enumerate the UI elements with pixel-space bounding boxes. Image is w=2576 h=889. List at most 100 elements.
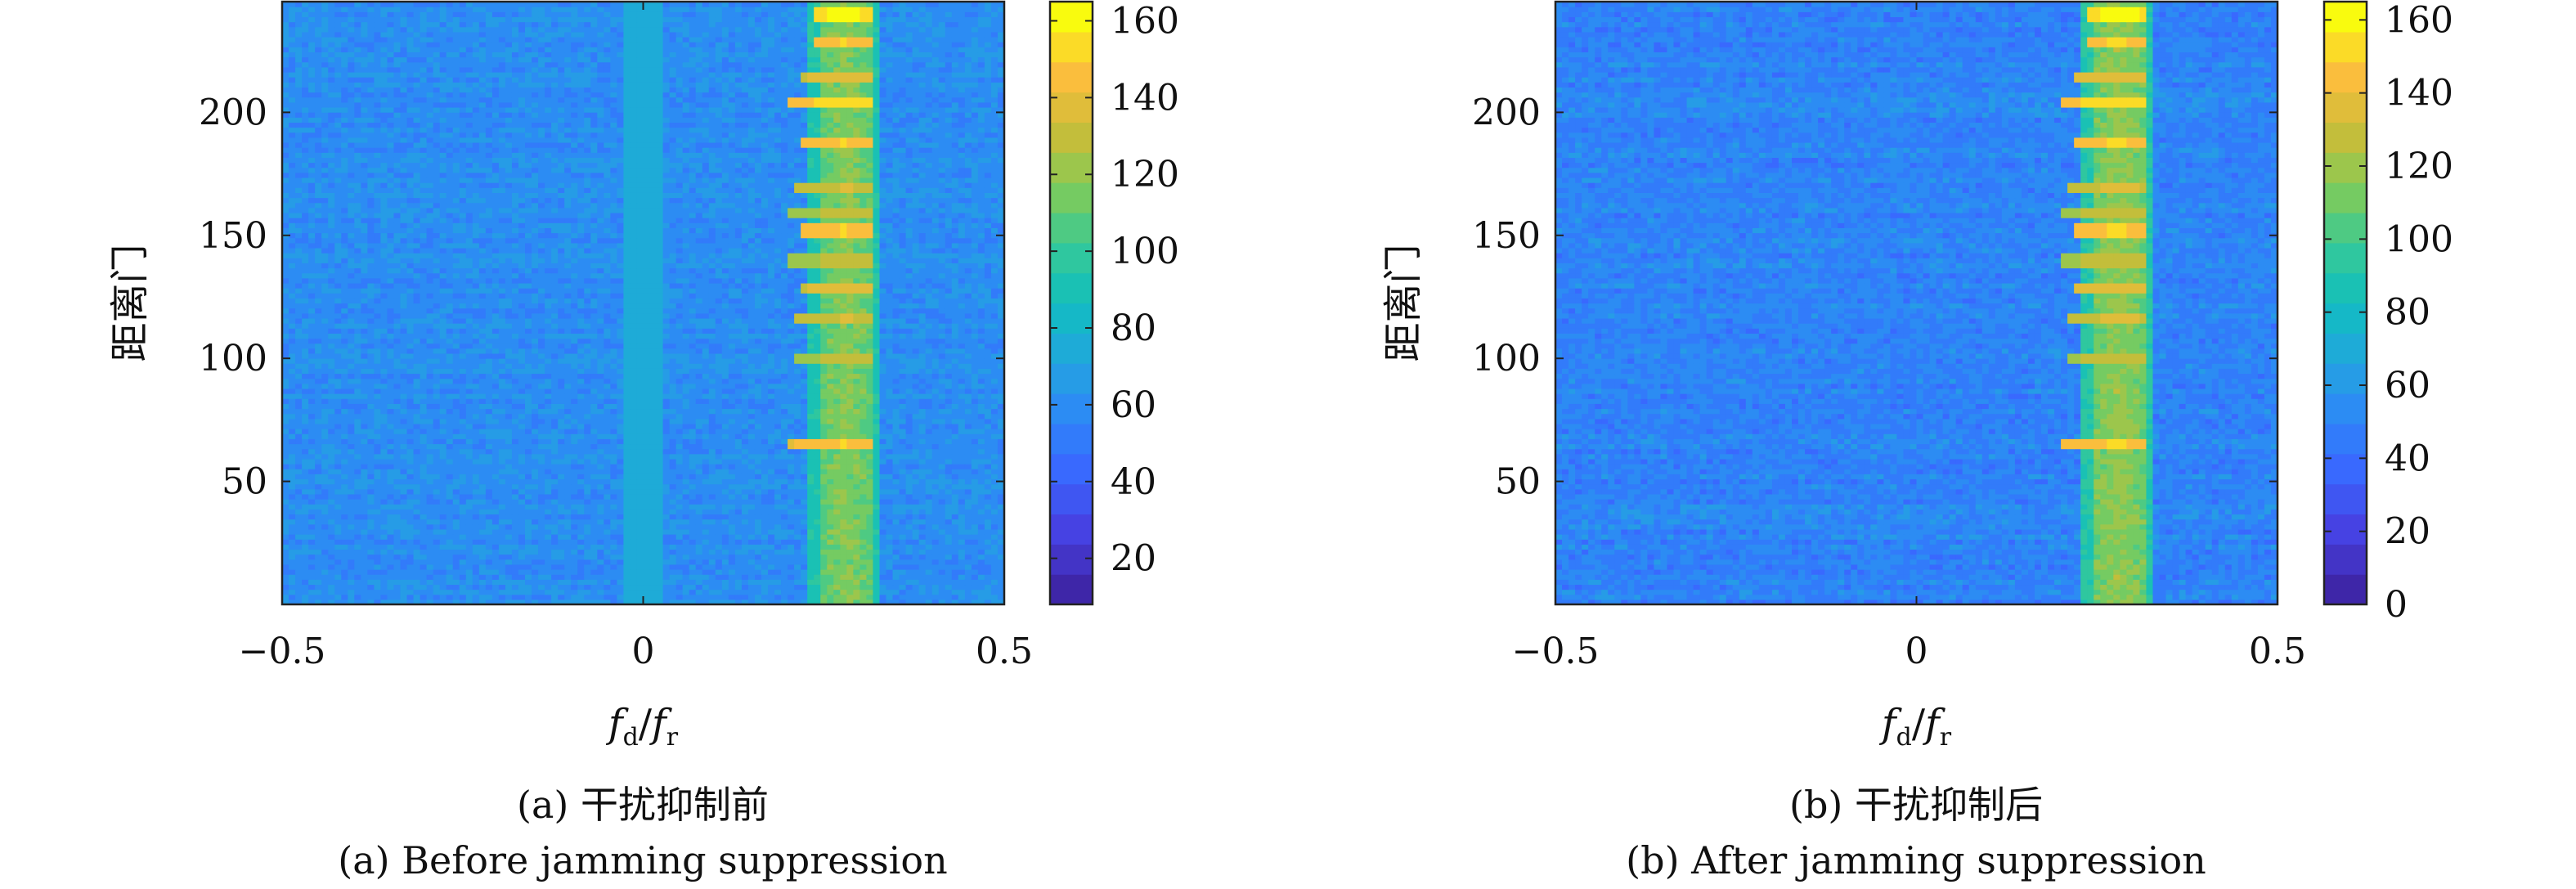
heatmap-cell: [926, 454, 933, 460]
heatmap-cell: [512, 403, 519, 409]
heatmap-cell: [289, 544, 296, 550]
heatmap-cell: [853, 438, 860, 444]
heatmap-cell: [380, 555, 388, 560]
heatmap-cell: [676, 484, 684, 490]
heatmap-cell: [932, 494, 940, 500]
heatmap-cell: [644, 555, 651, 560]
heatmap-cell: [440, 514, 447, 519]
heatmap-cell: [597, 403, 604, 409]
heatmap-cell: [584, 529, 591, 535]
heatmap-cell: [453, 549, 460, 555]
heatmap-cell: [670, 590, 677, 595]
heatmap-cell: [801, 494, 808, 500]
heatmap-cell: [735, 429, 743, 434]
heatmap-cell: [505, 489, 513, 495]
heatmap-cell: [354, 539, 361, 545]
heatmap-cell: [466, 494, 473, 500]
heatmap-cell: [846, 534, 854, 540]
heatmap-cell: [926, 549, 933, 555]
heatmap-cell: [380, 424, 388, 429]
heatmap-cell: [729, 555, 736, 560]
heatmap-cell: [702, 454, 710, 460]
heatmap-cell: [657, 474, 664, 479]
heatmap-cell: [729, 443, 736, 449]
heatmap-cell: [696, 438, 703, 444]
heatmap-cell: [846, 454, 854, 460]
heatmap-cell: [623, 438, 631, 444]
heatmap-cell: [558, 469, 565, 474]
heatmap-cell: [866, 539, 873, 545]
heatmap-cell: [571, 494, 578, 500]
heatmap-cell: [873, 555, 880, 560]
heatmap-cell: [742, 579, 749, 585]
heatmap-cell: [374, 408, 381, 414]
heatmap-cell: [479, 504, 487, 510]
heatmap-cell: [859, 469, 867, 474]
heatmap-cell: [932, 529, 940, 535]
heatmap-cell: [282, 429, 289, 434]
heatmap-cell: [604, 459, 611, 465]
heatmap-cell: [644, 569, 651, 575]
heatmap-cell: [683, 569, 690, 575]
heatmap-cell: [571, 408, 578, 414]
heatmap-cell: [564, 433, 572, 439]
heatmap-cell: [972, 509, 979, 514]
heatmap-cell: [893, 478, 900, 484]
heatmap-cell: [558, 539, 565, 545]
heatmap-cell: [906, 504, 913, 510]
heatmap-cell: [460, 559, 467, 565]
heatmap-cell: [670, 464, 677, 469]
heatmap-cell: [683, 534, 690, 540]
heatmap-cell: [361, 438, 368, 444]
heatmap-cell: [729, 524, 736, 530]
heatmap-cell: [577, 595, 585, 600]
heatmap-cell: [663, 408, 671, 414]
heatmap-cell: [729, 393, 736, 399]
heatmap-cell: [590, 519, 598, 525]
heatmap-cell: [801, 433, 808, 439]
heatmap-cell: [926, 403, 933, 409]
heatmap-cell: [380, 393, 388, 399]
heatmap-cell: [623, 408, 631, 414]
heatmap-cell: [676, 574, 684, 580]
heatmap-cell: [926, 514, 933, 519]
heatmap-cell: [919, 534, 927, 540]
heatmap-cell: [433, 574, 441, 580]
heatmap-cell: [610, 539, 617, 545]
heatmap-cell: [590, 393, 598, 399]
heatmap-cell: [873, 534, 880, 540]
heatmap-cell: [958, 514, 966, 519]
heatmap-cell: [650, 454, 657, 460]
heatmap-cell: [479, 590, 487, 595]
heatmap-cell: [512, 474, 519, 479]
heatmap-cell: [400, 494, 407, 500]
heatmap-cell: [644, 519, 651, 525]
heatmap-cell: [926, 414, 933, 420]
heatmap-cell: [833, 539, 841, 545]
heatmap-cell: [972, 499, 979, 505]
heatmap-cell: [696, 584, 703, 590]
heatmap-cell: [670, 564, 677, 570]
heatmap-cell: [380, 584, 388, 590]
heatmap-cell: [289, 564, 296, 570]
heatmap-cell: [486, 484, 493, 490]
heatmap-cell: [768, 509, 775, 514]
heatmap-cell: [788, 489, 795, 495]
heatmap-cell: [597, 534, 604, 540]
heatmap-cell: [900, 403, 907, 409]
heatmap-cell: [716, 574, 723, 580]
heatmap-cell: [683, 403, 690, 409]
heatmap-cell: [657, 438, 664, 444]
heatmap-cell: [447, 534, 454, 540]
heatmap-cell: [958, 549, 966, 555]
heatmap-cell: [393, 539, 401, 545]
heatmap-cell: [282, 484, 289, 490]
heatmap-cell: [820, 559, 828, 565]
heatmap-cell: [302, 433, 309, 439]
heatmap-cell: [919, 509, 927, 514]
heatmap-cell: [518, 443, 526, 449]
heatmap-cell: [846, 424, 854, 429]
heatmap-cell: [859, 590, 867, 595]
heatmap-cell: [735, 443, 743, 449]
heatmap-cell: [367, 424, 375, 429]
